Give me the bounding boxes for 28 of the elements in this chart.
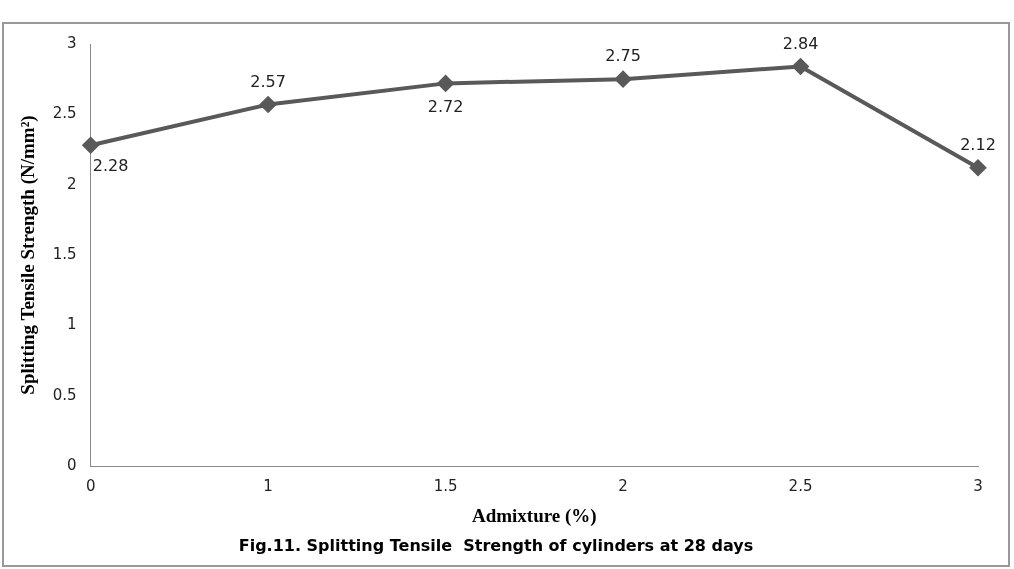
y-tick-label: 2 xyxy=(67,174,77,193)
x-tick-label: 2.5 xyxy=(788,476,813,495)
y-tick-label: 0 xyxy=(67,455,77,474)
data-label: 2.57 xyxy=(250,71,286,91)
point xyxy=(792,58,809,75)
data-label: 2.28 xyxy=(92,156,129,176)
y-tick-label: 3 xyxy=(67,33,77,52)
data-label: 2.12 xyxy=(960,134,996,154)
y-tick-label: 1 xyxy=(67,315,77,334)
data-label: 2.75 xyxy=(605,46,641,66)
x-tick-label: 1.5 xyxy=(433,476,458,495)
x-axis-title: Admixture (%) xyxy=(471,505,597,528)
data-label: 2.84 xyxy=(782,33,819,53)
y-axis-title: Splitting Tensile Strength (N/mm²) xyxy=(17,115,40,395)
point xyxy=(437,75,454,92)
data-label: 2.72 xyxy=(427,96,464,116)
point xyxy=(970,159,986,176)
x-tick-label: 0 xyxy=(85,476,96,495)
point xyxy=(260,96,277,113)
y-tick-label: 1.5 xyxy=(52,244,77,263)
x-tick-label: 3 xyxy=(973,476,983,495)
x-tick-label: 1 xyxy=(263,476,273,495)
y-tick-label: 2.5 xyxy=(52,104,77,123)
x-tick-label: 2 xyxy=(618,476,628,495)
text: Fig.11. Splitting Tensile Strength of cylinders at 28 days xyxy=(238,535,754,555)
point xyxy=(615,71,632,88)
point xyxy=(82,137,99,154)
y-tick-label: 0.5 xyxy=(52,385,77,404)
